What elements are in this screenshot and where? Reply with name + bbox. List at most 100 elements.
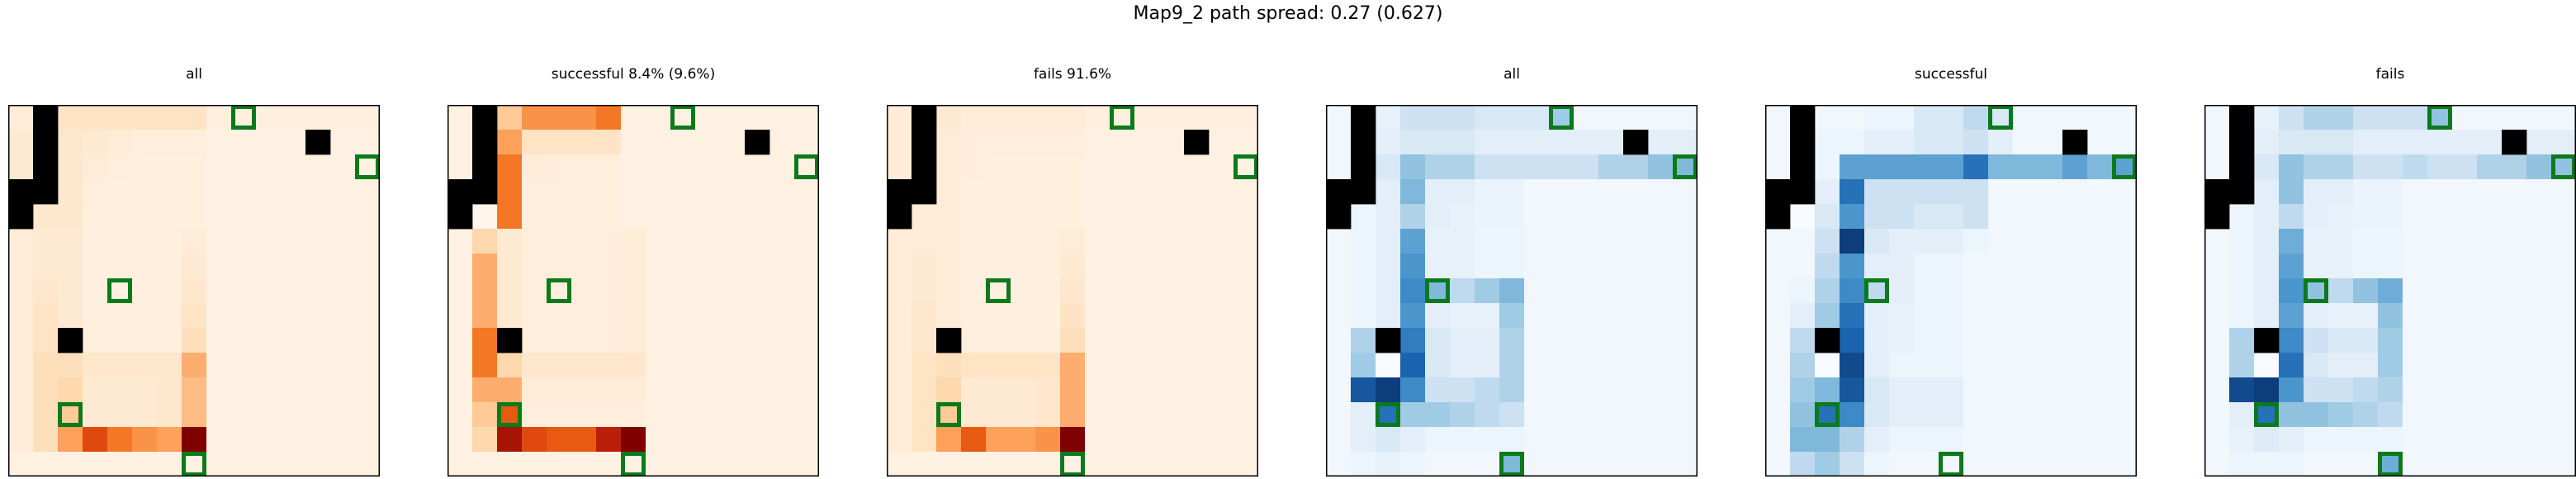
heatmap-cell bbox=[2254, 278, 2280, 304]
heatmap-cell bbox=[522, 452, 547, 477]
heatmap-cell bbox=[695, 154, 721, 180]
heatmap-cell bbox=[1549, 328, 1574, 353]
heatmap-cell bbox=[107, 452, 133, 477]
heatmap-cell bbox=[2452, 278, 2478, 304]
heatmap-cell bbox=[1450, 377, 1475, 403]
heatmap-cell bbox=[2502, 278, 2527, 304]
heatmap-cell bbox=[794, 254, 819, 279]
heatmap-cell bbox=[157, 303, 182, 329]
heatmap-cell bbox=[58, 204, 83, 230]
heatmap-cell bbox=[2038, 204, 2063, 230]
heatmap-cell bbox=[1326, 229, 1352, 254]
heatmap-cell bbox=[522, 130, 547, 155]
heatmap-cell bbox=[1524, 229, 1550, 254]
heatmap-cell bbox=[1209, 353, 1234, 378]
heatmap-cell bbox=[1549, 204, 1574, 230]
heatmap-cell bbox=[1110, 229, 1135, 254]
heatmap-cell bbox=[1035, 130, 1061, 155]
heatmap-cell bbox=[720, 130, 746, 155]
heatmap-cell bbox=[182, 179, 207, 205]
heatmap-cell bbox=[1815, 105, 1840, 130]
heatmap-cell bbox=[2304, 353, 2329, 378]
heatmap-cell bbox=[1159, 229, 1185, 254]
heatmap-cell bbox=[107, 303, 133, 329]
heatmap-cell bbox=[1524, 254, 1550, 279]
heatmap-cell bbox=[1011, 328, 1036, 353]
heatmap-cell bbox=[2062, 204, 2088, 230]
heatmap-cell bbox=[206, 254, 232, 279]
heatmap-cell bbox=[2452, 254, 2478, 279]
heatmap-cell bbox=[2254, 452, 2280, 477]
heatmap-cell bbox=[8, 427, 34, 453]
heatmap-cell bbox=[596, 452, 622, 477]
heatmap-cell bbox=[2087, 130, 2113, 155]
obstacle-cell bbox=[447, 179, 473, 205]
heatmap-cell bbox=[2477, 402, 2503, 428]
heatmap-cell bbox=[2254, 353, 2280, 378]
heatmap-cell bbox=[2279, 154, 2304, 180]
heatmap-cell bbox=[646, 229, 671, 254]
heatmap-cell bbox=[596, 427, 622, 453]
heatmap-cell bbox=[936, 377, 962, 403]
heatmap-cell bbox=[1425, 154, 1451, 180]
heatmap-cell bbox=[2502, 229, 2527, 254]
heatmap-cell bbox=[2279, 377, 2304, 403]
heatmap-cell bbox=[621, 130, 646, 155]
heatmap-cell bbox=[2502, 204, 2527, 230]
heatmap-cell bbox=[887, 254, 912, 279]
heatmap-cell bbox=[571, 303, 597, 329]
heatmap-cell bbox=[1110, 254, 1135, 279]
heatmap-cell bbox=[2353, 402, 2379, 428]
heatmap-cell bbox=[887, 353, 912, 378]
heatmap-cell bbox=[2403, 204, 2428, 230]
heatmap-cell bbox=[1060, 328, 1086, 353]
heatmap-cell bbox=[720, 154, 746, 180]
heatmap-cell bbox=[986, 402, 1011, 428]
heatmap-cell bbox=[1914, 353, 1939, 378]
heatmap-cell bbox=[2328, 328, 2354, 353]
heatmap-cell bbox=[522, 229, 547, 254]
obstacle-cell bbox=[2502, 130, 2527, 155]
heatmap-cell bbox=[1988, 278, 2014, 304]
heatmap-cell bbox=[745, 229, 770, 254]
heatmap-cell bbox=[1648, 154, 1674, 180]
heatmap-cell bbox=[1450, 402, 1475, 428]
heatmap-cell bbox=[547, 105, 572, 130]
heatmap-cell bbox=[596, 377, 622, 403]
heatmap-cell bbox=[1499, 105, 1525, 130]
heatmap-cell bbox=[2087, 278, 2113, 304]
heatmap-cell bbox=[1400, 353, 1426, 378]
heatmap-cell bbox=[1134, 179, 1160, 205]
heatmap-cell bbox=[330, 303, 356, 329]
heatmap-cell bbox=[305, 328, 331, 353]
heatmap-cell bbox=[571, 105, 597, 130]
heatmap-cell bbox=[1134, 105, 1160, 130]
heatmap-cell bbox=[83, 377, 108, 403]
heatmap-cell bbox=[646, 427, 671, 453]
heatmap-cell bbox=[1351, 452, 1376, 477]
heatmap-cell bbox=[794, 278, 819, 304]
heatmap-cell bbox=[1988, 328, 2014, 353]
heatmap-cell bbox=[571, 427, 597, 453]
heatmap-cell bbox=[1939, 353, 1964, 378]
heatmap-cell bbox=[1085, 353, 1110, 378]
heatmap-cell bbox=[83, 229, 108, 254]
heatmap-cell bbox=[2403, 328, 2428, 353]
heatmap-cell bbox=[1376, 179, 1401, 205]
heatmap-cell bbox=[1011, 105, 1036, 130]
heatmap-cell bbox=[1060, 154, 1086, 180]
heatmap-cell bbox=[2013, 254, 2039, 279]
heatmap-cell bbox=[912, 427, 937, 453]
heatmap-cell bbox=[2378, 377, 2403, 403]
obstacle-cell bbox=[8, 179, 34, 205]
heatmap-cell bbox=[330, 452, 356, 477]
heatmap-cell bbox=[961, 402, 987, 428]
heatmap-cell bbox=[912, 402, 937, 428]
heatmap-cell bbox=[1060, 377, 1086, 403]
heatmap-cell bbox=[769, 427, 795, 453]
heatmap-cell bbox=[2062, 303, 2088, 329]
heatmap-cell bbox=[1376, 130, 1401, 155]
heatmap-cell bbox=[745, 353, 770, 378]
heatmap-cell bbox=[206, 427, 232, 453]
heatmap-cell bbox=[182, 204, 207, 230]
